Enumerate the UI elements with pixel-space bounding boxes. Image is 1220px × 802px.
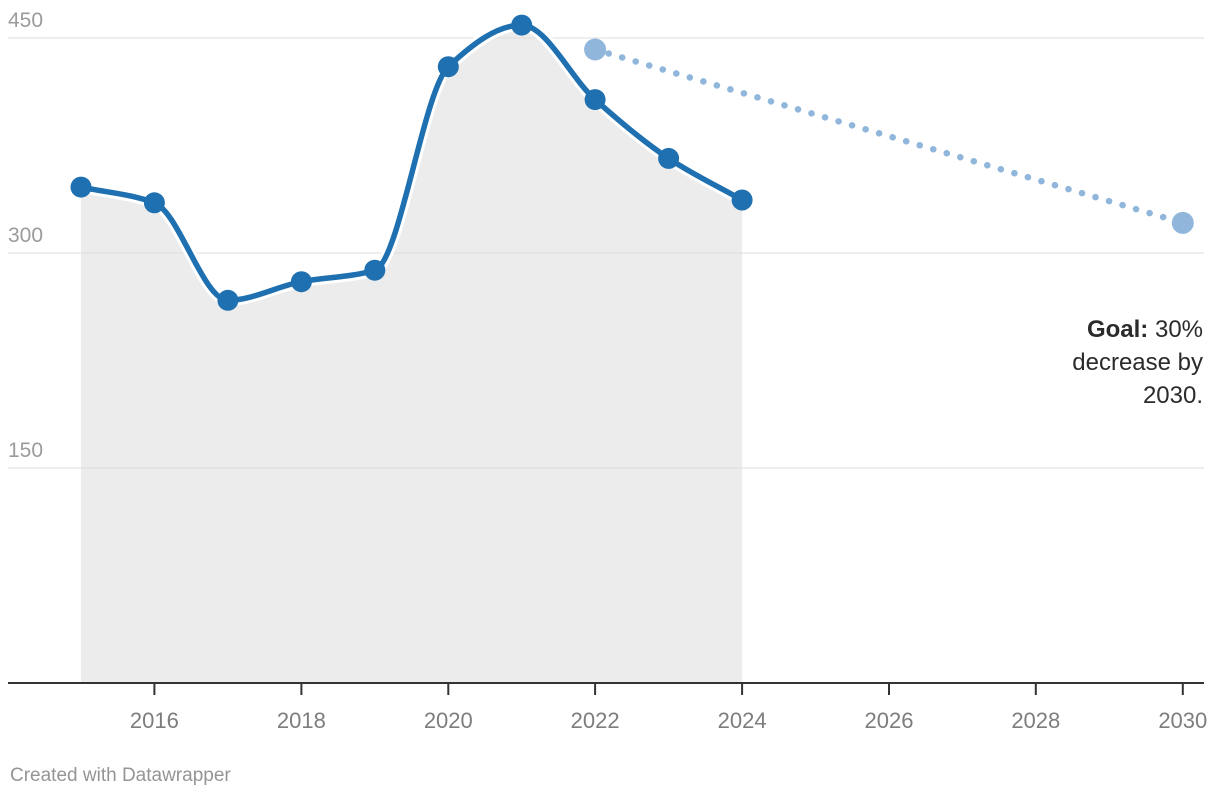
x-tick-label: 2028 xyxy=(1011,708,1060,733)
goal-dotted-line xyxy=(591,46,1187,227)
data-point xyxy=(143,192,165,214)
x-tick-label: 2026 xyxy=(865,708,914,733)
data-point xyxy=(217,289,239,311)
data-point xyxy=(731,189,753,211)
data-point xyxy=(658,147,680,169)
x-tick-label: 2016 xyxy=(130,708,179,733)
goal-annotation-bold: Goal: xyxy=(1086,316,1149,343)
y-tick-label: 450 xyxy=(8,9,43,32)
data-point xyxy=(70,176,92,198)
area-fill xyxy=(81,25,743,684)
datawrapper-credit-link[interactable]: Created with Datawrapper xyxy=(10,765,231,786)
goal-annotation: Goal: 30% decrease by 2030. xyxy=(1027,313,1203,412)
x-tick-label: 2030 xyxy=(1158,708,1207,733)
y-tick-label: 150 xyxy=(8,439,43,462)
x-tick-label: 2020 xyxy=(424,708,473,733)
x-tick-label: 2022 xyxy=(571,708,620,733)
goal-annotation-text: 30% decrease by 2030. xyxy=(1072,316,1203,409)
data-point xyxy=(511,14,533,36)
data-point xyxy=(364,259,386,281)
x-tick-label: 2024 xyxy=(718,708,767,733)
y-tick-label: 300 xyxy=(8,224,43,247)
data-point xyxy=(290,271,312,293)
x-tick-label: 2018 xyxy=(277,708,326,733)
line-chart-canvas: 150 300 450 2016 2018 2020 2022 2024 2026 2028 203… xyxy=(8,9,1207,733)
data-line xyxy=(78,22,745,304)
data-point xyxy=(437,56,459,78)
goal-point xyxy=(1171,211,1194,234)
data-point xyxy=(584,89,606,111)
goal-point xyxy=(584,38,607,61)
